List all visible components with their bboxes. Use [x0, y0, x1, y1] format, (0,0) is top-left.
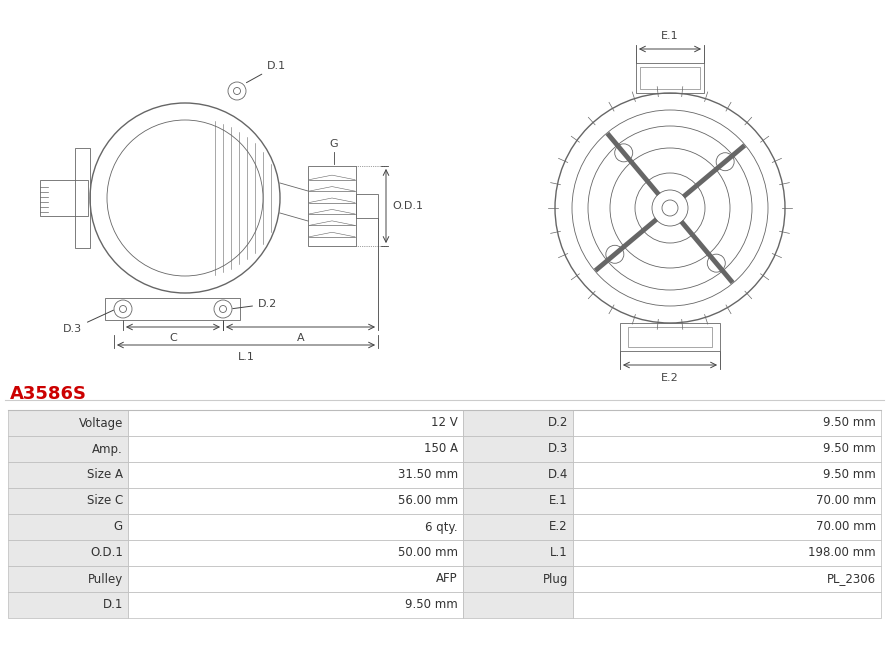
- Text: Size C: Size C: [87, 495, 123, 507]
- Text: G: G: [330, 139, 339, 149]
- Bar: [75, 148, 90, 248]
- Bar: [463, 488, 573, 514]
- Text: D.2: D.2: [548, 417, 568, 430]
- Text: D.3: D.3: [548, 442, 568, 455]
- Bar: [640, 67, 700, 89]
- Bar: [128, 436, 463, 462]
- Text: Amp.: Amp.: [92, 442, 123, 455]
- Text: 70.00 mm: 70.00 mm: [816, 520, 876, 534]
- Text: D.2: D.2: [233, 299, 277, 309]
- Text: 198.00 mm: 198.00 mm: [808, 547, 876, 559]
- Bar: [463, 514, 573, 540]
- Text: PL_2306: PL_2306: [827, 572, 876, 586]
- Text: 9.50 mm: 9.50 mm: [405, 599, 458, 611]
- Bar: [128, 540, 463, 566]
- Bar: [573, 514, 881, 540]
- Bar: [463, 462, 573, 488]
- Text: G: G: [114, 520, 123, 534]
- Text: E.1: E.1: [549, 495, 568, 507]
- Bar: [8, 514, 128, 540]
- Bar: [573, 566, 881, 592]
- Bar: [128, 514, 463, 540]
- Bar: [8, 410, 128, 436]
- Bar: [128, 488, 463, 514]
- Text: D.3: D.3: [63, 310, 114, 334]
- Text: O.D.1: O.D.1: [90, 547, 123, 559]
- Bar: [8, 566, 128, 592]
- Text: E.1: E.1: [661, 31, 679, 41]
- Bar: [628, 327, 712, 347]
- Text: D.1: D.1: [246, 61, 286, 83]
- Text: 9.50 mm: 9.50 mm: [823, 442, 876, 455]
- Text: AFP: AFP: [436, 572, 458, 586]
- Bar: [8, 462, 128, 488]
- Text: E.2: E.2: [661, 373, 679, 383]
- Text: 9.50 mm: 9.50 mm: [823, 417, 876, 430]
- Bar: [573, 462, 881, 488]
- Bar: [128, 592, 463, 618]
- Bar: [8, 436, 128, 462]
- Text: A3586S: A3586S: [10, 385, 87, 403]
- Bar: [636, 63, 704, 93]
- Text: D.4: D.4: [548, 468, 568, 482]
- Bar: [128, 410, 463, 436]
- Text: E.2: E.2: [549, 520, 568, 534]
- Bar: [463, 410, 573, 436]
- Bar: [128, 462, 463, 488]
- Bar: [573, 410, 881, 436]
- Bar: [8, 592, 128, 618]
- Bar: [128, 566, 463, 592]
- Bar: [573, 592, 881, 618]
- Text: 9.50 mm: 9.50 mm: [823, 468, 876, 482]
- Bar: [573, 540, 881, 566]
- Text: 150 A: 150 A: [424, 442, 458, 455]
- Bar: [463, 540, 573, 566]
- Bar: [463, 566, 573, 592]
- Text: 6 qty.: 6 qty.: [425, 520, 458, 534]
- Text: 50.00 mm: 50.00 mm: [398, 547, 458, 559]
- Bar: [463, 592, 573, 618]
- Bar: [620, 323, 720, 351]
- Bar: [40, 180, 88, 216]
- Bar: [8, 540, 128, 566]
- Bar: [308, 166, 356, 246]
- Bar: [463, 436, 573, 462]
- Text: Pulley: Pulley: [88, 572, 123, 586]
- Bar: [105, 298, 240, 320]
- Text: Plug: Plug: [542, 572, 568, 586]
- Text: L.1: L.1: [237, 352, 254, 362]
- Bar: [573, 488, 881, 514]
- Bar: [8, 488, 128, 514]
- Text: 12 V: 12 V: [431, 417, 458, 430]
- Bar: [356, 194, 378, 218]
- Text: Voltage: Voltage: [78, 417, 123, 430]
- Bar: [573, 436, 881, 462]
- Text: C: C: [169, 333, 177, 343]
- Text: D.1: D.1: [102, 599, 123, 611]
- Text: 31.50 mm: 31.50 mm: [398, 468, 458, 482]
- Text: Size A: Size A: [87, 468, 123, 482]
- Text: A: A: [297, 333, 304, 343]
- Text: L.1: L.1: [550, 547, 568, 559]
- Text: O.D.1: O.D.1: [392, 201, 423, 211]
- Text: 56.00 mm: 56.00 mm: [398, 495, 458, 507]
- Text: 70.00 mm: 70.00 mm: [816, 495, 876, 507]
